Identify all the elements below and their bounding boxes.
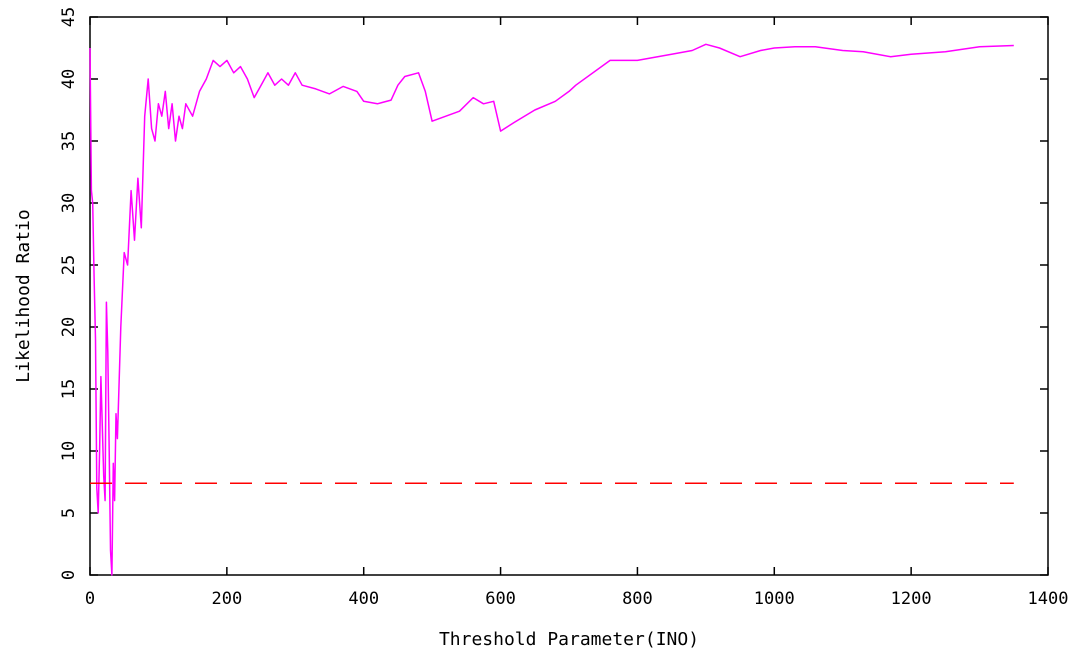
y-tick-label: 10 <box>59 441 79 461</box>
y-tick-label: 35 <box>59 131 79 151</box>
y-tick-label: 30 <box>59 193 79 213</box>
y-axis-label: Likelihood Ratio <box>13 209 34 382</box>
x-axis-label: Threshold Parameter(INO) <box>439 629 699 650</box>
x-tick-label: 1000 <box>754 589 795 609</box>
y-tick-label: 5 <box>59 508 79 518</box>
x-tick-label: 200 <box>211 589 242 609</box>
plot-frame <box>89 16 1049 576</box>
tick-labels: 0 200 400 600 800 1000 1200 1400 0 5 10 15 20 25 30 35 4… <box>59 7 1068 609</box>
x-tick-label: 600 <box>485 589 516 609</box>
y-tick-label: 0 <box>59 570 79 580</box>
y-tick-label: 45 <box>59 7 79 27</box>
x-tick-label: 0 <box>85 589 95 609</box>
y-tick-label: 20 <box>59 317 79 337</box>
series-layer <box>89 43 1014 576</box>
y-tick-label: 25 <box>59 255 79 275</box>
x-tick-label: 400 <box>348 589 379 609</box>
x-tick-label: 800 <box>622 589 653 609</box>
y-tick-label: 15 <box>59 379 79 399</box>
y-tick-label: 40 <box>59 69 79 89</box>
axis-ticks <box>89 16 1049 576</box>
x-tick-label: 1400 <box>1028 589 1069 609</box>
likelihood-line <box>89 43 1014 576</box>
x-tick-label: 1200 <box>891 589 932 609</box>
